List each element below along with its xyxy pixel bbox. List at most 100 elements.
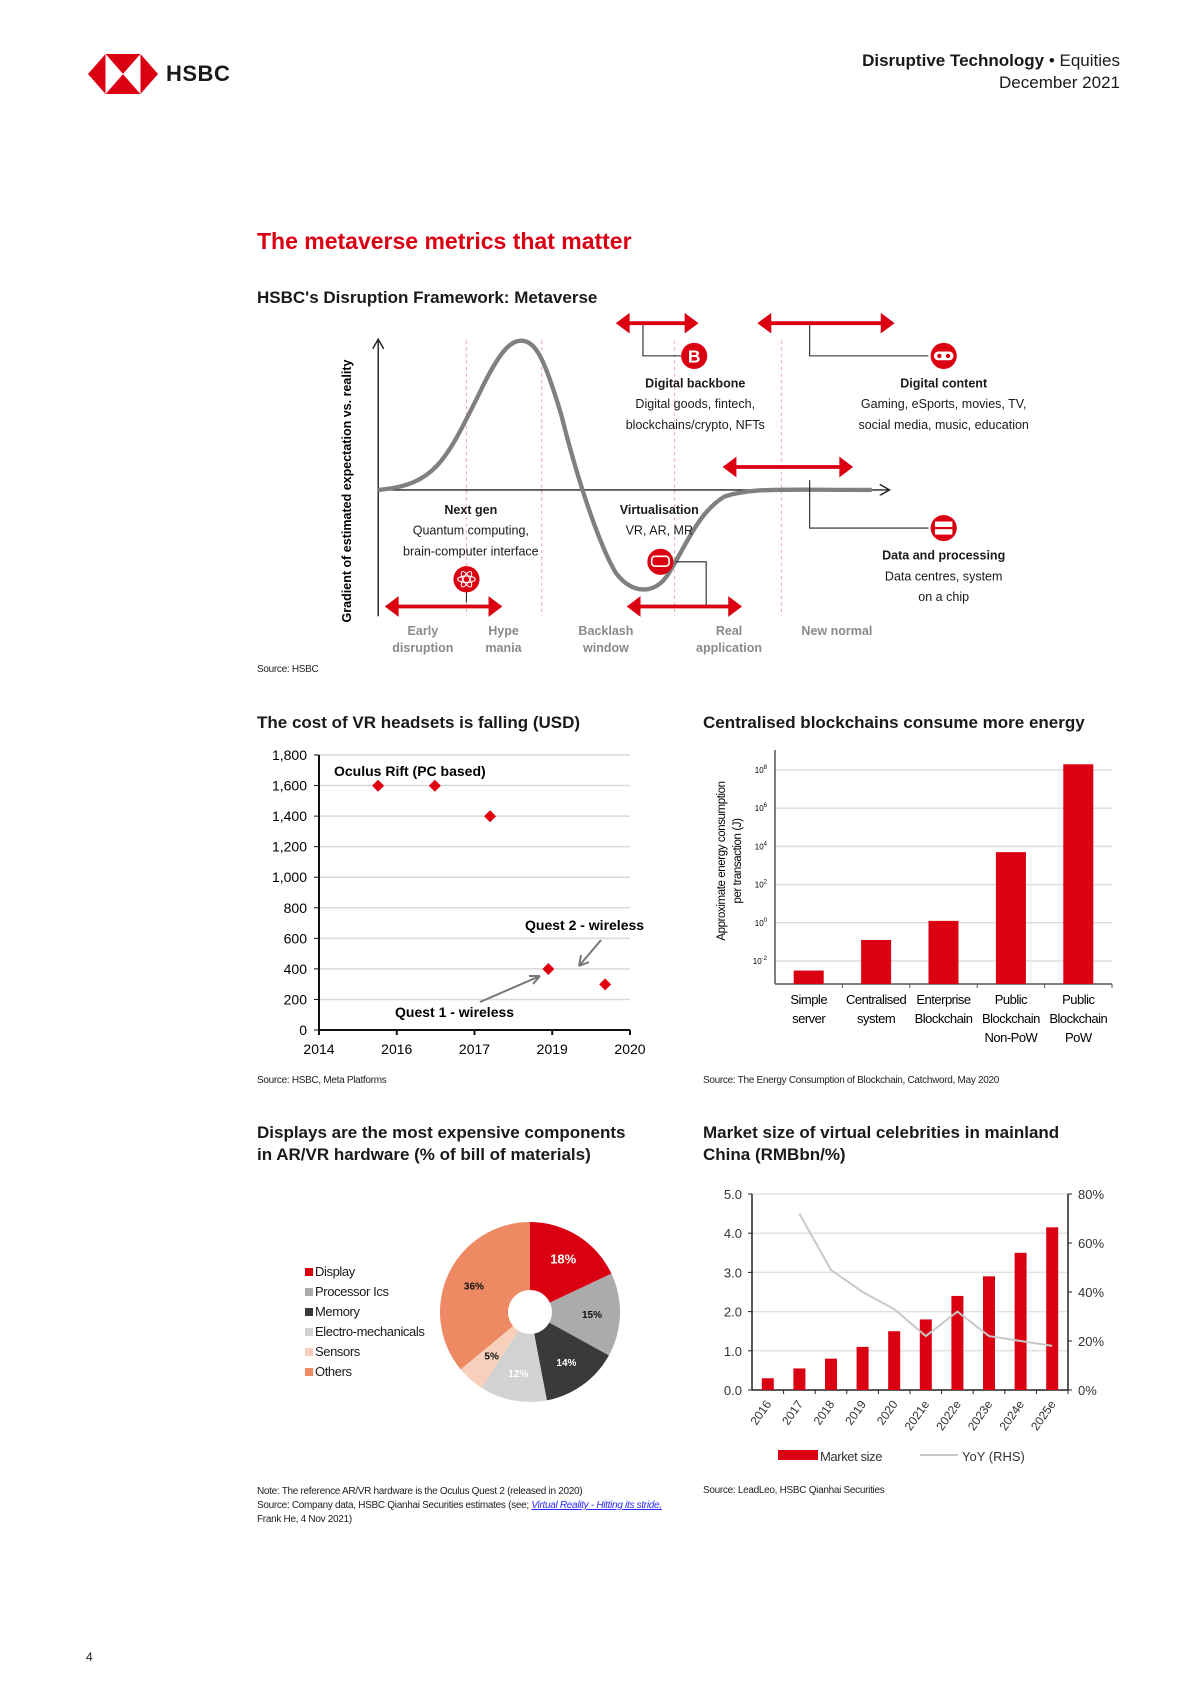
- market-title-line2: China (RMBbn/%): [703, 1145, 846, 1164]
- backbone-line1: Digital goods, fintech,: [635, 397, 755, 411]
- report-series: Disruptive Technology: [862, 51, 1045, 70]
- legend-label: Market size: [820, 1449, 882, 1464]
- y-tick-label: 0: [299, 1022, 307, 1038]
- market-title-line1: Market size of virtual celebrities in ma…: [703, 1123, 1060, 1142]
- data-title: Data and processing: [882, 549, 1005, 563]
- page-title: The metaverse metrics that matter: [257, 228, 632, 254]
- y2-tick-label: 20%: [1078, 1334, 1104, 1349]
- pie-slice-electro-mechanicals: [481, 1312, 547, 1402]
- x-tick-label: 2016: [381, 1041, 412, 1057]
- slice-label: 15%: [582, 1310, 602, 1321]
- range-arrow-content: [757, 312, 895, 334]
- bar: [793, 970, 824, 984]
- bar: [1046, 1227, 1059, 1390]
- y2-tick-label: 40%: [1078, 1285, 1104, 1300]
- data-point: [599, 978, 612, 991]
- legend-label: Display: [315, 1264, 355, 1279]
- blockchain-chart-source: Source: The Energy Consumption of Blockc…: [703, 1075, 1000, 1086]
- bar: [1014, 1252, 1027, 1390]
- bom-pie-chart: 18% 15% 14% 12% 5% 36%: [440, 1222, 620, 1402]
- legend-label: YoY (RHS): [962, 1449, 1025, 1464]
- slice-label: 5%: [484, 1352, 499, 1363]
- bitcoin-icon: B: [681, 342, 708, 369]
- legend-swatch: [305, 1268, 313, 1276]
- x-tick-label: 2020: [614, 1041, 645, 1057]
- framework-title: HSBC's Disruption Framework: Metaverse: [257, 288, 598, 307]
- pie-slice-memory: [530, 1312, 609, 1401]
- svg-text:B: B: [688, 346, 701, 366]
- x-tick-label: Blockchain: [982, 1011, 1040, 1026]
- range-arrow-backbone: [615, 312, 699, 334]
- virtual-celebrities-chart: 0.0 1.0 2.0 3.0 4.0 5.0 0% 20% 40% 60% 80% 2016 2017…: [724, 1187, 1105, 1464]
- x-tick-label: 2020: [874, 1397, 901, 1427]
- backbone-line2: blockchains/crypto, NFTs: [626, 418, 765, 432]
- pie-hole: [508, 1290, 552, 1334]
- virtual-title: Virtualisation: [620, 503, 699, 517]
- x-tick-label: Enterprise: [916, 992, 971, 1007]
- stage-early-2: disruption: [392, 641, 453, 655]
- x-tick-label: 2025e: [1028, 1397, 1059, 1433]
- y-tick-label: 5.0: [724, 1187, 742, 1202]
- legend-label: Sensors: [315, 1344, 360, 1359]
- nextgen-line2: brain-computer interface: [403, 544, 539, 558]
- market-chart-source: Source: LeadLeo, HSBC Qianhai Securities: [703, 1485, 885, 1496]
- gamepad-icon: [930, 342, 957, 369]
- x-tick-label: system: [857, 1011, 895, 1026]
- vr-cost-chart: 0 200 400 600 800 1,000 1,200 1,400 1,600 1,800 20…: [272, 747, 646, 1057]
- content-line2: social media, music, education: [858, 418, 1028, 432]
- bar: [1063, 764, 1094, 984]
- x-tick-label: Blockchain: [1049, 1011, 1107, 1026]
- x-tick-label: Non-PoW: [984, 1030, 1038, 1045]
- market-chart-title: Market size of virtual celebrities in ma…: [703, 1122, 1059, 1166]
- bar: [793, 1368, 806, 1390]
- page-number: 4: [86, 1650, 93, 1664]
- stage-real-1: Real: [716, 624, 742, 638]
- data-line2: on a chip: [918, 590, 969, 604]
- range-arrow-virtual: [626, 596, 743, 617]
- pie-note: Note: The reference AR/VR hardware is th…: [257, 1486, 583, 1497]
- x-tick-label: Blockchain: [915, 1011, 973, 1026]
- pie-chart-title: Displays are the most expensive componen…: [257, 1122, 625, 1166]
- data-line1: Data centres, system: [885, 569, 1003, 583]
- y2-tick-label: 0%: [1078, 1383, 1097, 1398]
- data-point: [428, 779, 441, 792]
- virtual-line1: VR, AR, MR: [626, 524, 693, 538]
- y-tick-label: 100: [755, 918, 768, 928]
- report-link[interactable]: Virtual Reality - Hitting its stride,: [531, 1500, 662, 1511]
- y-tick-label: 600: [284, 930, 308, 946]
- legend-item: Memory: [305, 1302, 424, 1322]
- x-tick-label: 2024e: [996, 1397, 1027, 1433]
- framework-y-label: Gradient of estimated expectation vs. re…: [340, 360, 354, 623]
- framework-source: Source: HSBC: [257, 664, 319, 675]
- blockchain-chart-title: Centralised blockchains consume more ene…: [703, 713, 1085, 732]
- stage-early-1: Early: [408, 624, 439, 638]
- x-tick-label: 2017: [779, 1397, 806, 1427]
- y-tick-label: 400: [284, 961, 308, 977]
- disruption-framework-diagram: B Digital backbone Digital goods, fintec…: [340, 312, 1029, 655]
- legend-item: Electro-mechanicals: [305, 1322, 425, 1342]
- y-tick-label: 1.0: [724, 1344, 742, 1359]
- stage-backlash-1: Backlash: [578, 624, 633, 638]
- legend-label: Processor Ics: [315, 1284, 389, 1299]
- y-tick-label: 1,200: [272, 839, 307, 855]
- legend-item: Display: [305, 1262, 424, 1282]
- y-tick-label: 1,800: [272, 747, 307, 763]
- hsbc-hexagon-icon: [88, 54, 158, 94]
- x-tick-label: Simple: [790, 992, 827, 1007]
- bar: [856, 1346, 869, 1390]
- slice-label: 36%: [464, 1282, 484, 1293]
- atom-icon: [453, 566, 480, 593]
- x-tick-label: Public: [1062, 992, 1095, 1007]
- pie-chart-notes: Note: The reference AR/VR hardware is th…: [257, 1485, 662, 1527]
- stage-hype-1: Hype: [488, 624, 519, 638]
- stage-backlash-2: window: [582, 641, 629, 655]
- bar: [919, 1319, 932, 1390]
- report-date: December 2021: [999, 73, 1120, 92]
- y2-tick-label: 80%: [1078, 1187, 1104, 1202]
- legend-swatch-market-size: [778, 1450, 818, 1460]
- yoy-line: [798, 1213, 1053, 1347]
- pie-source: Source: Company data, HSBC Qianhai Secur…: [257, 1500, 529, 1511]
- y-tick-label: 3.0: [724, 1265, 742, 1280]
- legend-swatch: [305, 1328, 313, 1336]
